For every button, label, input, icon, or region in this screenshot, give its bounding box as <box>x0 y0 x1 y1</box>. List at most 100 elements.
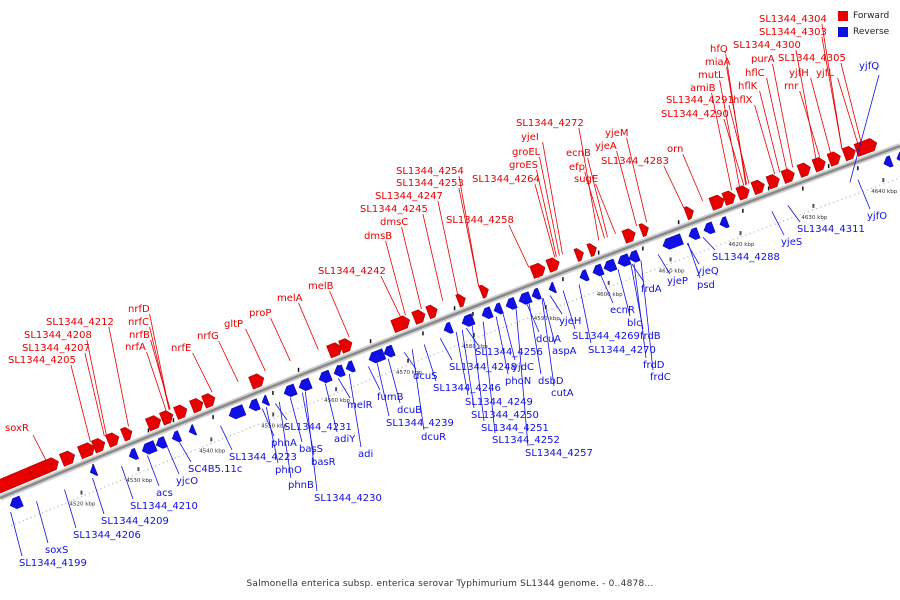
reverse-gene-label[interactable]: dcuB <box>397 405 422 416</box>
reverse-gene-label[interactable]: dcuS <box>413 371 438 382</box>
reverse-gene-block-shape[interactable] <box>616 253 632 269</box>
reverse-gene-block-shape[interactable] <box>367 348 387 365</box>
forward-gene-label[interactable]: SL1344_4272 <box>516 118 584 129</box>
forward-gene-block-shape[interactable] <box>201 392 217 409</box>
forward-gene-label[interactable]: SL1344_4303 <box>759 27 827 38</box>
reverse-gene-block-shape[interactable] <box>687 227 701 242</box>
reverse-gene-block-shape[interactable] <box>154 436 168 450</box>
reverse-gene-block[interactable] <box>187 424 198 437</box>
reverse-gene-block-shape[interactable] <box>718 216 730 230</box>
reverse-gene-block[interactable] <box>504 297 518 311</box>
forward-gene-block[interactable] <box>750 178 767 196</box>
forward-gene-label[interactable]: hflX <box>733 95 753 106</box>
reverse-gene-block[interactable] <box>661 233 684 251</box>
reverse-gene-label[interactable]: SL1344_4223 <box>229 452 297 463</box>
reverse-gene-block[interactable] <box>718 216 730 230</box>
forward-gene-label[interactable]: proP <box>249 308 271 319</box>
forward-gene-block[interactable] <box>105 431 121 448</box>
reverse-gene-block-shape[interactable] <box>591 263 605 278</box>
forward-gene-block[interactable] <box>478 283 491 299</box>
forward-gene-label[interactable]: SL1344_4264 <box>472 174 540 185</box>
forward-gene-label[interactable]: amiB <box>690 83 716 94</box>
forward-gene-label[interactable]: melA <box>277 293 303 304</box>
forward-gene-label[interactable]: melB <box>308 281 334 292</box>
forward-gene-label[interactable]: SL1344_4212 <box>46 317 114 328</box>
reverse-gene-label[interactable]: yjeP <box>667 276 688 287</box>
forward-gene-label[interactable]: soxR <box>5 423 29 434</box>
reverse-gene-block[interactable] <box>382 344 396 359</box>
forward-gene-label[interactable]: SL1344_4290 <box>661 109 729 120</box>
reverse-gene-label[interactable]: yjeS <box>781 237 802 248</box>
reverse-gene-block[interactable] <box>616 253 632 269</box>
reverse-gene-label[interactable]: acs <box>156 488 173 499</box>
reverse-gene-label[interactable]: yjeQ <box>696 266 719 277</box>
reverse-gene-block-shape[interactable] <box>344 360 356 374</box>
reverse-gene-block[interactable] <box>344 360 356 374</box>
reverse-gene-label[interactable]: SL1344_4249 <box>465 397 533 408</box>
forward-gene-label[interactable]: purA <box>751 54 775 65</box>
forward-gene-block-shape[interactable] <box>765 173 782 190</box>
reverse-gene-block[interactable] <box>317 369 333 385</box>
forward-gene-block[interactable] <box>621 227 638 244</box>
forward-gene-block-shape[interactable] <box>248 372 266 390</box>
forward-gene-block[interactable] <box>159 409 175 426</box>
reverse-gene-label[interactable]: adi <box>358 449 373 460</box>
forward-gene-block-shape[interactable] <box>811 156 828 173</box>
reverse-gene-label[interactable]: ecnR <box>610 305 635 316</box>
forward-gene-block[interactable] <box>173 403 189 420</box>
forward-gene-label[interactable]: SL1344_4253 <box>396 178 464 189</box>
reverse-gene-label[interactable]: SL1344_4252 <box>492 435 560 446</box>
forward-gene-block-shape[interactable] <box>573 247 586 262</box>
forward-gene-label[interactable]: hfQ <box>710 44 728 55</box>
forward-gene-block-shape[interactable] <box>750 178 767 196</box>
forward-gene-label[interactable]: dmsC <box>380 217 408 228</box>
forward-gene-block-shape[interactable] <box>189 396 205 414</box>
forward-gene-label[interactable]: yjfL <box>816 68 834 79</box>
forward-gene-block-shape[interactable] <box>338 337 355 354</box>
reverse-gene-block[interactable] <box>247 398 261 413</box>
reverse-gene-label[interactable]: SL1344_4209 <box>101 516 169 527</box>
reverse-gene-label[interactable]: SL1344_4199 <box>19 558 87 569</box>
forward-gene-block-shape[interactable] <box>159 409 175 426</box>
reverse-gene-label[interactable]: SL1344_4210 <box>130 501 198 512</box>
reverse-gene-block[interactable] <box>882 155 894 169</box>
forward-gene-label[interactable]: yjeA <box>595 141 617 152</box>
forward-gene-label[interactable]: SL1344_4207 <box>22 343 90 354</box>
forward-gene-block-shape[interactable] <box>529 261 548 279</box>
forward-gene-block[interactable] <box>189 396 205 414</box>
reverse-gene-block-shape[interactable] <box>480 306 494 321</box>
forward-gene-label[interactable]: hflC <box>745 68 765 79</box>
forward-gene-block[interactable] <box>811 156 828 173</box>
forward-gene-label[interactable]: ecnB <box>566 148 591 159</box>
reverse-gene-label[interactable]: SL1344_4230 <box>314 493 382 504</box>
reverse-gene-block-shape[interactable] <box>702 221 716 236</box>
reverse-gene-label[interactable]: SL1344_4288 <box>712 252 780 263</box>
forward-gene-label[interactable]: yjeI <box>521 132 539 143</box>
reverse-gene-block-shape[interactable] <box>170 430 183 444</box>
forward-gene-block-shape[interactable] <box>683 205 696 221</box>
forward-gene-block-shape[interactable] <box>826 150 843 167</box>
forward-gene-block[interactable] <box>425 303 440 320</box>
reverse-gene-label[interactable]: frdB <box>640 331 661 342</box>
forward-gene-block[interactable] <box>76 441 97 460</box>
reverse-gene-block-shape[interactable] <box>332 364 346 379</box>
reverse-gene-block-shape[interactable] <box>187 424 198 437</box>
reverse-gene-label[interactable]: melR <box>347 400 373 411</box>
reverse-gene-block[interactable] <box>154 436 168 450</box>
reverse-gene-block-shape[interactable] <box>282 383 298 399</box>
reverse-gene-label[interactable]: phnO <box>275 465 302 476</box>
reverse-gene-block[interactable] <box>895 151 900 164</box>
forward-gene-block[interactable] <box>145 414 163 432</box>
reverse-gene-label[interactable]: SL1344_4256 <box>475 347 543 358</box>
forward-strand-features[interactable] <box>0 137 879 495</box>
forward-gene-block[interactable] <box>545 256 562 273</box>
forward-gene-block-shape[interactable] <box>735 184 752 201</box>
forward-gene-label[interactable]: nrfA <box>125 342 146 353</box>
forward-gene-label[interactable]: orn <box>667 144 683 155</box>
forward-gene-block[interactable] <box>248 372 266 390</box>
reverse-gene-block-shape[interactable] <box>297 377 313 393</box>
forward-gene-label[interactable]: groEL <box>512 147 541 158</box>
reverse-gene-label[interactable]: yjdC <box>512 362 534 373</box>
reverse-gene-label[interactable]: fumB <box>377 392 404 403</box>
